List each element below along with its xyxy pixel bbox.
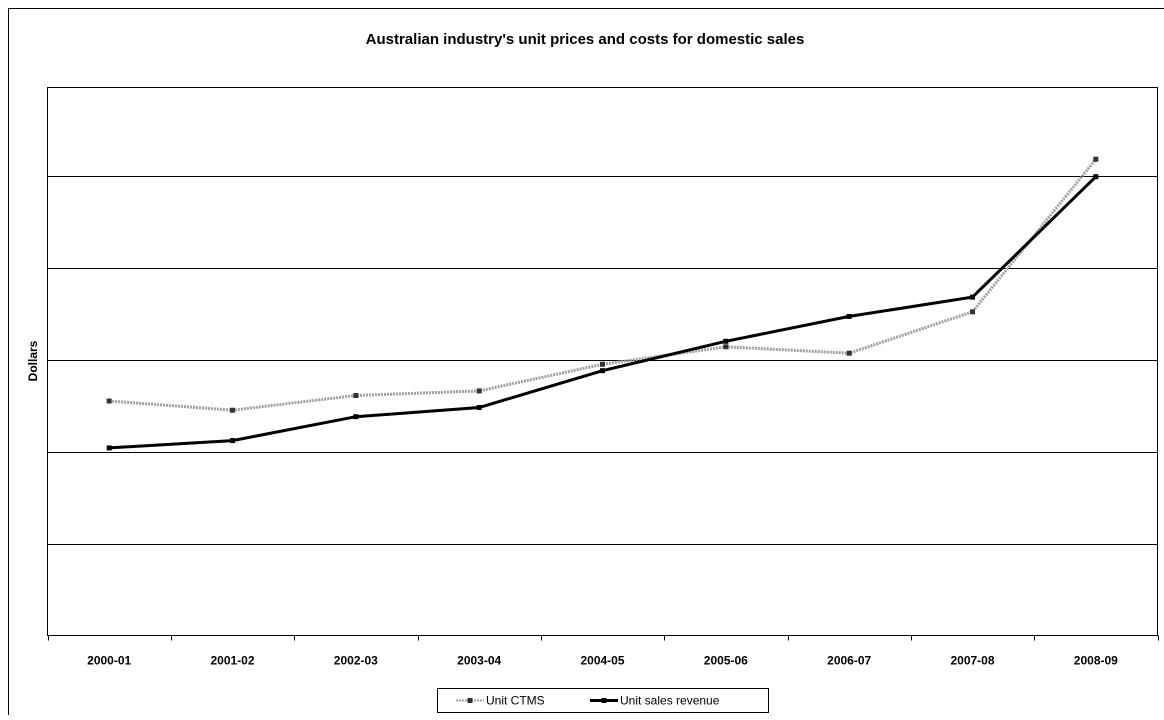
series-marker (723, 344, 728, 349)
x-tick-label: 2007-08 (950, 654, 994, 668)
x-tick-label: 2008-09 (1074, 654, 1118, 668)
series-marker (477, 388, 482, 393)
series-marker (230, 438, 235, 443)
series-marker (970, 309, 975, 314)
series-marker (107, 445, 112, 450)
series-marker (107, 399, 112, 404)
series-marker (847, 351, 852, 356)
y-axis-label: Dollars (26, 340, 40, 381)
series-marker (847, 314, 852, 319)
series-marker (477, 405, 482, 410)
x-tick-label: 2003-04 (457, 654, 501, 668)
series-marker (970, 295, 975, 300)
legend-marker (468, 698, 473, 703)
series-marker (600, 362, 605, 367)
chart-frame (9, 9, 1164, 716)
series-marker (1093, 157, 1098, 162)
series-marker (600, 368, 605, 373)
x-tick-label: 2000-01 (87, 654, 131, 668)
legend-marker (602, 698, 607, 703)
x-tick-label: 2001-02 (210, 654, 254, 668)
series-marker (723, 339, 728, 344)
x-tick-label: 2004-05 (580, 654, 624, 668)
x-tick-label: 2005-06 (704, 654, 748, 668)
series-marker (353, 393, 358, 398)
series-marker (353, 414, 358, 419)
x-tick-label: 2006-07 (827, 654, 871, 668)
legend-label: Unit CTMS (486, 694, 545, 708)
series-marker (230, 408, 235, 413)
chart-title: Australian industry's unit prices and co… (366, 31, 805, 48)
x-tick-label: 2002-03 (334, 654, 378, 668)
series-marker (1093, 174, 1098, 179)
legend-label: Unit sales revenue (620, 694, 720, 708)
